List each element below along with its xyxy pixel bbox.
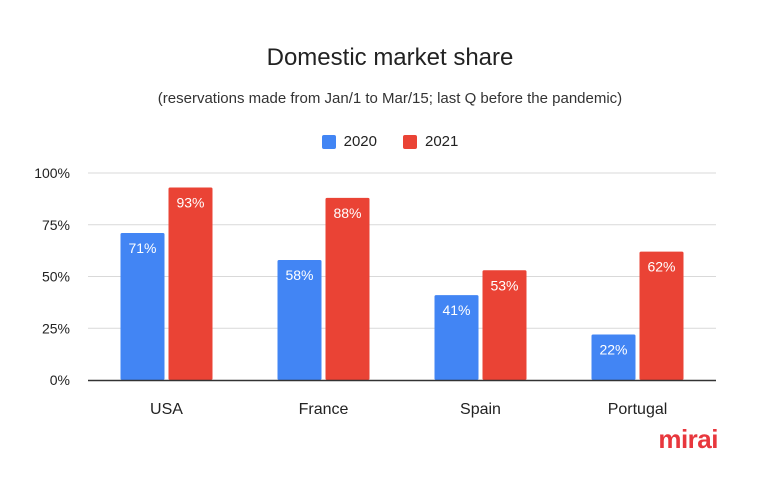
chart-legend: 2020 2021 bbox=[0, 133, 780, 150]
bar bbox=[168, 187, 213, 380]
data-label: 88% bbox=[333, 205, 361, 221]
mirai-logo: mirai bbox=[658, 424, 718, 454]
legend-item-2021: 2021 bbox=[403, 133, 458, 150]
legend-item-2020: 2020 bbox=[321, 133, 377, 150]
legend-label-2020: 2020 bbox=[343, 133, 377, 150]
y-tick-label: 25% bbox=[42, 320, 70, 336]
x-tick-label: Portugal bbox=[608, 401, 668, 418]
data-label: 41% bbox=[442, 302, 470, 318]
bar bbox=[434, 295, 479, 380]
bar bbox=[120, 233, 165, 380]
bar bbox=[591, 334, 636, 380]
bar bbox=[277, 259, 322, 380]
data-label: 71% bbox=[128, 240, 156, 256]
chart-title: Domestic market share bbox=[266, 44, 514, 71]
x-tick-label: USA bbox=[150, 401, 183, 418]
bar bbox=[482, 270, 527, 380]
chart-subtitle: (reservations made from Jan/1 to Mar/15;… bbox=[157, 90, 623, 107]
bar bbox=[325, 197, 370, 380]
bar bbox=[639, 251, 684, 380]
y-tick-label: 50% bbox=[42, 269, 70, 285]
data-label: 93% bbox=[176, 194, 204, 210]
y-tick-label: 100% bbox=[34, 165, 70, 181]
data-label: 22% bbox=[599, 341, 627, 357]
data-label: 58% bbox=[285, 267, 313, 283]
legend-label-2021: 2021 bbox=[425, 133, 459, 150]
x-tick-label: Spain bbox=[460, 401, 501, 418]
legend-swatch-2020 bbox=[321, 134, 336, 149]
y-tick-label: 75% bbox=[42, 217, 70, 233]
data-label: 62% bbox=[647, 259, 675, 275]
y-tick-label: 0% bbox=[50, 372, 70, 388]
legend-swatch-2021 bbox=[403, 134, 417, 149]
data-label: 53% bbox=[490, 277, 518, 293]
x-tick-label: France bbox=[299, 401, 349, 418]
